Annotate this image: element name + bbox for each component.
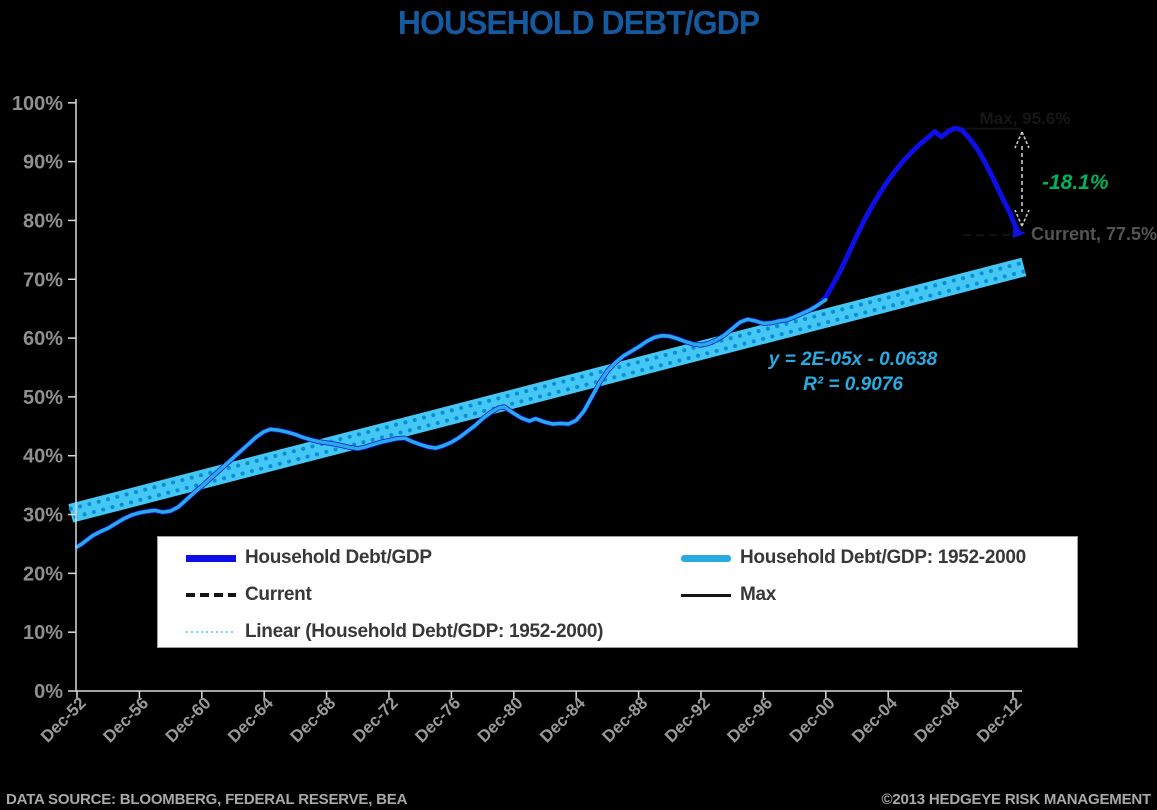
- x-tick-label: Dec-12: [973, 693, 1026, 746]
- delta-label: -18.1%: [1042, 171, 1109, 194]
- trend-dotted-line: [68, 269, 1026, 520]
- y-tick-label: 50%: [23, 387, 63, 409]
- y-tick-label: 10%: [23, 622, 63, 644]
- y-tick-label: 90%: [23, 152, 63, 174]
- current-label: Current, 77.5%: [1031, 224, 1157, 244]
- x-tick-label: Dec-68: [287, 693, 340, 746]
- series-end-arrow-icon: [1013, 228, 1026, 238]
- trend-band: [68, 257, 1027, 523]
- legend-item-max: Max: [681, 584, 776, 606]
- x-tick-label: Dec-80: [474, 693, 527, 746]
- series-line: [75, 298, 828, 549]
- series-layer: [68, 125, 1027, 550]
- cyan-dotted-swatch-icon: [186, 631, 236, 633]
- legend-item-household-debt-gdp-1952-2000: Household Debt/GDP: 1952-2000: [681, 547, 1026, 569]
- annotations-layer: Max, 95.6% -18.1% Current, 77.5% y = 2E-…: [768, 109, 1157, 395]
- x-tick-label: Dec-56: [99, 693, 152, 746]
- axes-layer: 0%10%20%30%40%50%60%70%80%90%100%Dec-52 D…: [12, 93, 1026, 746]
- legend-label: Household Debt/GDP: 1952-2000: [740, 547, 1026, 568]
- x-tick-label: Dec-64: [224, 693, 277, 746]
- cyan-line-swatch-icon: [681, 554, 731, 562]
- r-squared-label: R² = 0.9076: [803, 374, 903, 395]
- legend-label: Current: [245, 584, 312, 605]
- y-tick-label: 40%: [23, 446, 63, 468]
- y-tick-label: 70%: [23, 269, 63, 291]
- blue-line-swatch-icon: [186, 554, 236, 562]
- legend-item-current: Current: [186, 584, 312, 606]
- x-tick-label: Dec-76: [411, 693, 464, 746]
- x-tick-label: Dec-88: [599, 693, 652, 746]
- max-label: Max, 95.6%: [980, 109, 1071, 128]
- chart-legend: Household Debt/GDP Current Linear (House…: [157, 536, 1078, 648]
- y-tick-label: 20%: [23, 563, 63, 585]
- x-tick-label: Dec-96: [723, 693, 776, 746]
- y-tick-label: 100%: [12, 93, 63, 115]
- copyright-note: ©2013 HEDGEYE RISK MANAGEMENT: [881, 791, 1152, 808]
- x-tick-label: Dec-84: [536, 693, 589, 746]
- data-source-note: DATA SOURCE: BLOOMBERG, FEDERAL RESERVE,…: [6, 791, 408, 808]
- legend-label: Linear (Household Debt/GDP: 1952-2000): [245, 621, 604, 642]
- legend-label: Household Debt/GDP: [245, 547, 432, 568]
- x-tick-label: Dec-08: [911, 693, 964, 746]
- x-tick-label: Dec-60: [162, 693, 215, 746]
- trend-dotted-line: [68, 260, 1026, 511]
- x-tick-label: Dec-92: [661, 693, 714, 746]
- legend-item-household-debt-gdp: Household Debt/GDP: [186, 547, 432, 569]
- y-tick-label: 60%: [23, 328, 63, 350]
- max-to-current-arrow-icon: [1014, 131, 1030, 227]
- x-tick-label: Dec-04: [848, 693, 901, 746]
- legend-label: Max: [740, 584, 777, 605]
- x-tick-label: Dec-00: [786, 693, 839, 746]
- black-solid-swatch-icon: [681, 593, 731, 597]
- equation-label: y = 2E-05x - 0.0638: [768, 349, 938, 370]
- y-tick-label: 80%: [23, 210, 63, 232]
- x-tick-label: Dec-72: [349, 693, 402, 746]
- y-tick-label: 30%: [23, 505, 63, 527]
- chart-title: HOUSEHOLD DEBT/GDP: [397, 4, 760, 41]
- y-tick-label: 0%: [34, 681, 63, 703]
- legend-item-linear-trend: Linear (Household Debt/GDP: 1952-2000): [186, 621, 603, 643]
- black-dashed-swatch-icon: [186, 593, 236, 597]
